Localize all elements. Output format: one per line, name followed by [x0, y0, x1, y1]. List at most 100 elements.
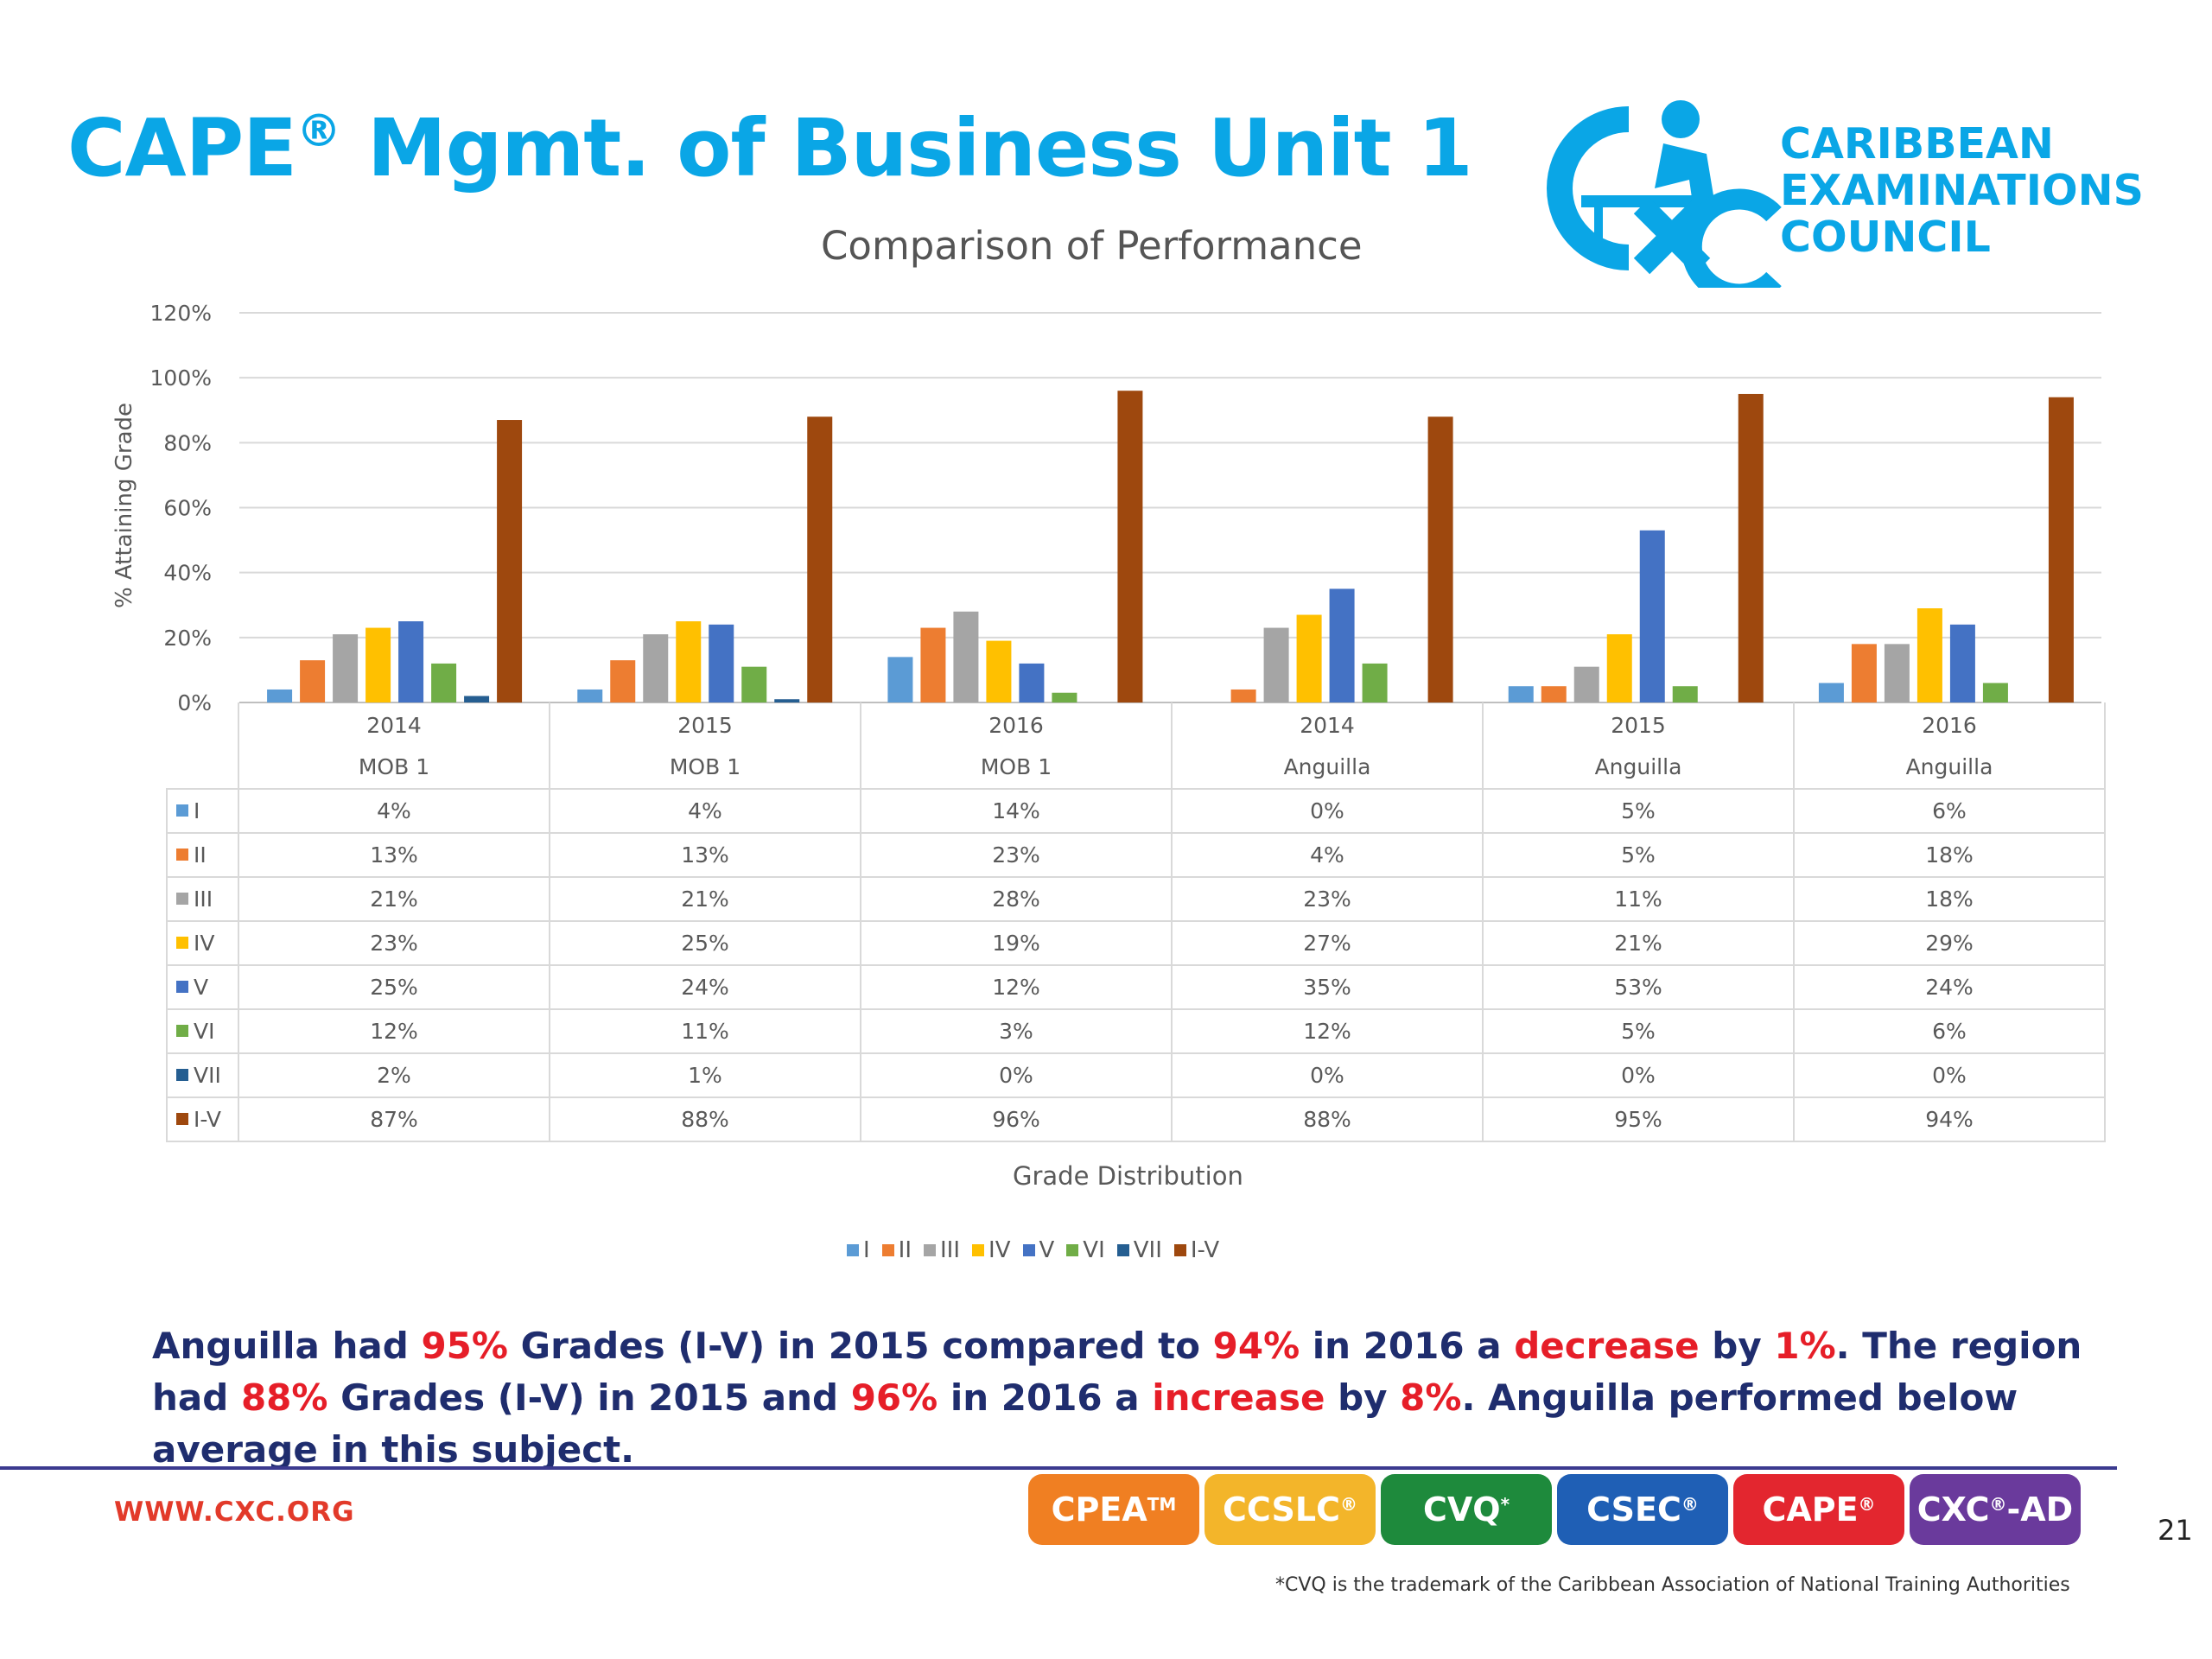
- legend-key-icon: [176, 849, 188, 861]
- series-name: I: [194, 798, 200, 823]
- badge-cvq[interactable]: CVQ *: [1381, 1474, 1552, 1545]
- row-header: I-V: [166, 1096, 239, 1142]
- website-link[interactable]: WWW.CXC.ORG: [114, 1497, 355, 1528]
- table-cell: 0%: [1171, 788, 1484, 834]
- table-cell: 25%: [238, 964, 550, 1010]
- bar-VI-Anguilla-2016: [1982, 683, 2008, 702]
- table-column-header: 2015 Anguilla: [1482, 702, 1795, 790]
- bar-I-Anguilla-2016: [1818, 683, 1844, 702]
- summary-text: Anguilla had 95% Grades (I-V) in 2015 co…: [152, 1320, 2139, 1476]
- title-rest: Mgmt. of Business Unit 1: [340, 102, 1473, 194]
- table-header-row: 2014 MOB 1 2015 MOB 1 2016 MOB 1 2014 Anguilla 2…: [167, 702, 2106, 790]
- column-year: 2015: [1611, 712, 1666, 738]
- legend-swatch-icon: [1022, 1244, 1035, 1256]
- summary-segment: Anguilla had: [152, 1325, 422, 1367]
- table-column-header: 2015 MOB 1: [549, 702, 861, 790]
- legend-label: VII: [1133, 1237, 1162, 1263]
- bar-VI-MOB 1-2014: [431, 663, 457, 702]
- y-tick-label: 120%: [150, 301, 212, 326]
- legend-item: VI: [1066, 1237, 1105, 1263]
- series-name: IV: [194, 931, 215, 956]
- badge-suffix: -AD: [2006, 1491, 2074, 1529]
- column-year: 2015: [677, 712, 733, 738]
- table-cell: 12%: [860, 964, 1173, 1010]
- table-cell: 28%: [860, 876, 1173, 922]
- table-cell: 5%: [1482, 1008, 1795, 1054]
- title-main: CAPE: [67, 102, 297, 194]
- bar-II-MOB 1-2016: [920, 627, 946, 702]
- column-group: Anguilla: [1905, 753, 1993, 779]
- badge-csec[interactable]: CSEC ®: [1557, 1474, 1728, 1545]
- bar-IV-Anguilla-2014: [1296, 614, 1322, 702]
- bar-IV-MOB 1-2016: [986, 640, 1012, 702]
- bar-III-MOB 1-2015: [643, 634, 669, 702]
- chart-legend: I II III IV V VI VII I-V: [847, 1237, 1219, 1263]
- bar-VI-MOB 1-2015: [741, 666, 767, 702]
- y-tick-label: 40%: [163, 561, 212, 586]
- data-table: 2014 MOB 1 2015 MOB 1 2016 MOB 1 2014 Anguilla 2…: [166, 702, 2106, 1142]
- table-cell: 21%: [238, 876, 550, 922]
- bar-IV-MOB 1-2014: [365, 627, 391, 702]
- badge-cape[interactable]: CAPE ®: [1733, 1474, 1904, 1545]
- series-name: III: [194, 887, 213, 912]
- table-cell: 18%: [1793, 832, 2106, 878]
- bar-IV-MOB 1-2015: [676, 621, 702, 702]
- badge-cxc[interactable]: CXC ® -AD: [1910, 1474, 2081, 1545]
- bar-II-MOB 1-2014: [300, 660, 326, 702]
- y-tick-label: 20%: [163, 626, 212, 651]
- column-group: Anguilla: [1594, 753, 1682, 779]
- summary-segment: in 2016 a: [938, 1376, 1153, 1419]
- cxc-logo-icon: [1547, 100, 1782, 288]
- column-group: MOB 1: [358, 753, 430, 779]
- program-badges: CPEA TM CCSLC ® CVQ * CSEC ® CAPE ® CXC ® -AD: [1028, 1474, 2081, 1545]
- summary-segment: Grades (I-V) in 2015 and: [327, 1376, 851, 1419]
- bar-V-Anguilla-2015: [1639, 530, 1665, 702]
- table-cell: 96%: [860, 1096, 1173, 1142]
- table-cell: 12%: [1171, 1008, 1484, 1054]
- table-cell: 11%: [549, 1008, 861, 1054]
- badge-mark: ®: [1339, 1494, 1357, 1515]
- y-axis-ticks: 0%20%40%60%80%100%120%: [150, 301, 212, 715]
- bar-I-V-Anguilla-2016: [2048, 397, 2074, 702]
- badge-mark: ®: [1989, 1494, 2007, 1515]
- table-cell: 13%: [549, 832, 861, 878]
- table-cell: 3%: [860, 1008, 1173, 1054]
- table-row: IV 23% 25% 19% 27% 21% 29%: [166, 920, 2106, 966]
- column-year: 2016: [1922, 712, 1977, 738]
- table-cell: 23%: [860, 832, 1173, 878]
- badge-cpea[interactable]: CPEA TM: [1028, 1474, 1199, 1545]
- table-cell: 0%: [860, 1052, 1173, 1098]
- table-corner: [167, 702, 239, 790]
- legend-key-icon: [176, 981, 188, 993]
- summary-highlight: 95%: [421, 1325, 508, 1367]
- row-header: I: [166, 788, 239, 834]
- column-group: MOB 1: [980, 753, 1052, 779]
- series-name: VII: [194, 1063, 221, 1088]
- bar-V-Anguilla-2014: [1329, 588, 1355, 702]
- table-cell: 21%: [549, 876, 861, 922]
- column-year: 2016: [988, 712, 1044, 738]
- legend-label: I: [863, 1237, 870, 1263]
- bar-I-V-MOB 1-2015: [807, 416, 833, 702]
- bar-III-Anguilla-2016: [1884, 644, 1910, 702]
- table-cell: 4%: [549, 788, 861, 834]
- summary-highlight: 1%: [1774, 1325, 1836, 1367]
- bar-III-Anguilla-2015: [1573, 666, 1599, 702]
- bar-V-MOB 1-2015: [709, 624, 734, 702]
- table-column-header: 2014 Anguilla: [1171, 702, 1484, 790]
- table-cell: 23%: [1171, 876, 1484, 922]
- legend-item: III: [924, 1237, 960, 1263]
- y-tick-label: 60%: [163, 496, 212, 521]
- table-cell: 12%: [238, 1008, 550, 1054]
- bar-VII-MOB 1-2015: [774, 699, 800, 702]
- table-cell: 5%: [1482, 788, 1795, 834]
- y-tick-label: 80%: [163, 430, 212, 455]
- legend-swatch-icon: [1066, 1244, 1079, 1256]
- chart-title: Comparison of Performance: [821, 223, 1363, 269]
- table-cell: 88%: [549, 1096, 861, 1142]
- bar-II-Anguilla-2015: [1541, 686, 1567, 702]
- table-cell: 0%: [1482, 1052, 1795, 1098]
- badge-label: CSEC: [1586, 1491, 1681, 1529]
- badge-ccslc[interactable]: CCSLC ®: [1205, 1474, 1376, 1545]
